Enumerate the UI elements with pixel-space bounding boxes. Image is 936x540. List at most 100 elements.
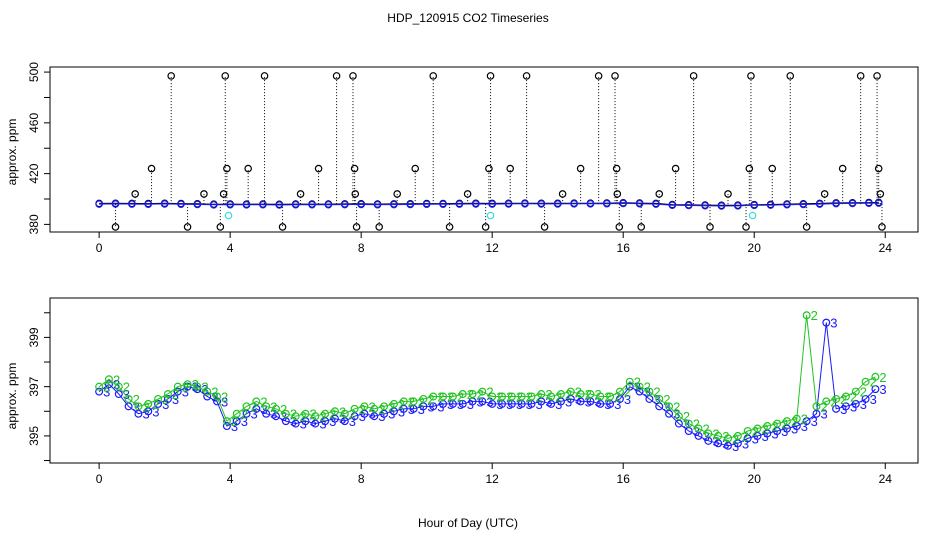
point-label: 2 (624, 385, 631, 400)
point-label: 3 (614, 397, 621, 412)
top-panel-marks (95, 72, 886, 231)
data-point (485, 164, 493, 173)
data-point (714, 431, 723, 440)
data-point (558, 190, 567, 198)
data-point (352, 223, 361, 231)
point-label: 3 (486, 394, 493, 409)
data-point (745, 164, 754, 173)
point-label: 3 (349, 414, 356, 429)
point-label: 3 (192, 380, 199, 395)
data-point (851, 387, 860, 396)
data-point (95, 382, 104, 391)
data-point (104, 380, 113, 389)
x-tick-label-1-6: 24 (879, 472, 893, 486)
data-point (203, 392, 212, 401)
data-point (252, 397, 261, 406)
data-point (350, 404, 359, 413)
data-point (242, 402, 251, 411)
data-point (296, 190, 305, 198)
point-label: 2 (585, 387, 592, 402)
data-point (439, 200, 447, 209)
data-point (611, 72, 619, 80)
data-point (144, 399, 153, 408)
series-line (98, 315, 876, 439)
data-point (766, 201, 775, 209)
point-label: 3 (290, 414, 297, 429)
point-label: 2 (604, 390, 611, 405)
point-label: 2 (545, 387, 552, 402)
data-point (357, 200, 365, 209)
data-point (390, 200, 398, 209)
data-point (594, 72, 603, 80)
point-label: 3 (653, 392, 660, 407)
data-point (330, 407, 339, 416)
data-point (95, 200, 103, 208)
point-label: 2 (280, 402, 287, 417)
point-label: 2 (221, 390, 228, 405)
data-point (612, 164, 621, 173)
data-point (193, 200, 202, 209)
data-point (724, 434, 733, 443)
data-point (411, 164, 420, 173)
data-point (861, 377, 870, 386)
point-label: 2 (447, 390, 454, 405)
series-0-1 (111, 72, 886, 231)
data-point (200, 190, 208, 198)
data-point (684, 419, 693, 428)
point-label: 2 (368, 399, 375, 414)
series-1-1: 2 2 22 2 2 2 2 2 2 2 2 22 2 2 2 2 2 2 2 2 2 2 2 2 2 2 2 2 2 2 2 2 2 2 2 2 2 2… (95, 308, 887, 446)
point-label: 3 (241, 414, 248, 429)
data-point (606, 392, 615, 401)
data-point (504, 200, 513, 208)
data-point (114, 382, 123, 391)
data-point (832, 199, 840, 208)
data-point (95, 387, 104, 396)
point-label: 2 (811, 308, 818, 323)
data-point (701, 201, 709, 210)
top-panel-axes: 0 4 8 12 16 20 24 380 420 460 500 (27, 62, 919, 255)
point-label: 3 (447, 397, 454, 412)
point-label: 3 (152, 404, 159, 419)
data-point (373, 200, 382, 209)
data-point (221, 72, 230, 80)
data-point (468, 390, 477, 399)
data-point (537, 390, 546, 399)
point-label: 3 (801, 419, 808, 434)
point-label: 3 (830, 316, 837, 331)
point-label: 3 (594, 394, 601, 409)
data-point (360, 402, 369, 411)
point-label: 2 (349, 407, 356, 422)
point-label: 2 (486, 385, 493, 400)
point-label: 3 (742, 436, 749, 451)
data-point (488, 200, 496, 208)
point-label: 2 (712, 426, 719, 441)
data-point (865, 199, 873, 207)
point-label: 3 (309, 414, 316, 429)
x-tick-label-0-6: 24 (879, 241, 893, 255)
point-label: 2 (103, 380, 110, 395)
data-point (635, 382, 644, 391)
point-label: 2 (653, 385, 660, 400)
data-point (340, 200, 349, 209)
point-label: 2 (673, 399, 680, 414)
point-label: 2 (594, 387, 601, 402)
plot-frame-1 (49, 297, 919, 464)
x-tick-label-0-1: 4 (227, 241, 234, 255)
plot-frame-0 (49, 66, 919, 233)
data-point (694, 424, 703, 433)
data-point (281, 409, 290, 418)
x-tick-label-0-4: 16 (617, 241, 631, 255)
data-point (104, 375, 113, 384)
top-panel-ylabel: approx. ppm (5, 119, 19, 186)
point-label: 2 (722, 429, 729, 444)
series-line (99, 201, 879, 206)
data-point (226, 200, 234, 209)
data-point (556, 390, 565, 399)
point-label: 2 (172, 387, 179, 402)
point-label: 3 (624, 392, 631, 407)
data-point (540, 223, 549, 231)
point-label: 3 (221, 394, 228, 409)
data-point (689, 72, 698, 80)
series-0-3 (224, 211, 757, 220)
data-point (311, 412, 320, 421)
